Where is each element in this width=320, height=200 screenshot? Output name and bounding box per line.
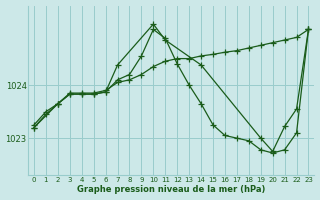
X-axis label: Graphe pression niveau de la mer (hPa): Graphe pression niveau de la mer (hPa) xyxy=(77,185,266,194)
